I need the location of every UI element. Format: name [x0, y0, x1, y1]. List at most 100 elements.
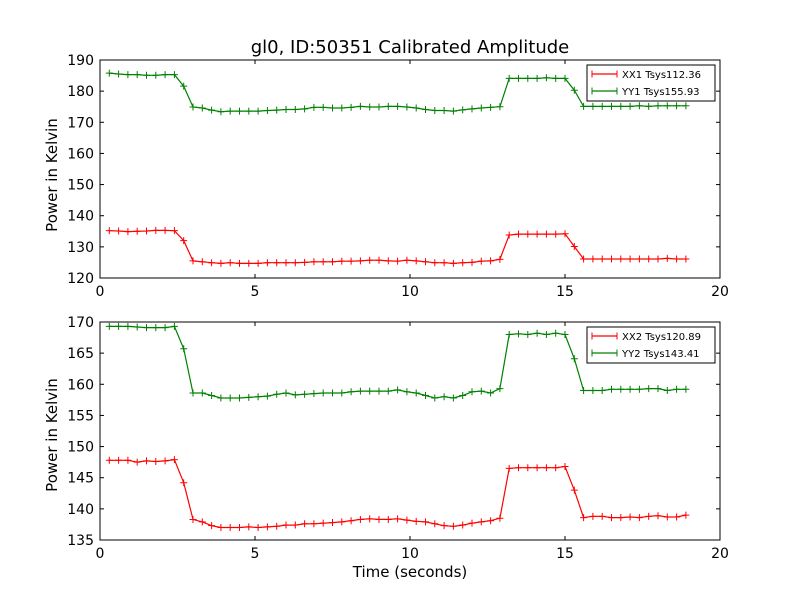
bottom-series-2-point: [198, 389, 206, 397]
bottom-series-2-point: [580, 387, 588, 395]
bottom-series-2-point: [487, 389, 495, 397]
top-series-2-point: [310, 103, 318, 111]
top-series-1-point: [608, 255, 615, 263]
bottom-legend-marker-1: [591, 332, 618, 340]
top-series-2-point: [663, 102, 671, 110]
top-y-tick-label: 140: [67, 209, 94, 225]
top-series-1-point: [459, 259, 467, 267]
bottom-series-1-point: [449, 522, 457, 530]
top-series-2-point: [459, 106, 467, 114]
bottom-series-1-point: [170, 456, 178, 464]
top-series-1-point: [319, 258, 327, 266]
top-series-1-point: [468, 258, 476, 266]
top-series-2-point: [208, 106, 216, 114]
bottom-series-2-point: [161, 324, 169, 332]
bottom-series-2-point: [152, 324, 160, 332]
top-series-2-point: [263, 106, 271, 114]
bottom-series-1-point: [208, 522, 216, 530]
top-series-2-point: [542, 74, 550, 82]
bottom-x-tick-label: 0: [96, 546, 105, 562]
top-series-1-point: [366, 256, 374, 264]
top-series-2-point: [143, 71, 150, 79]
top-series-1-point: [143, 227, 150, 235]
bottom-series-2-point: [105, 322, 113, 330]
top-series-1-point: [170, 227, 178, 235]
bottom-series-1-point: [180, 479, 188, 487]
top-series-1-point: [384, 257, 392, 265]
bottom-series-2-point: [310, 390, 318, 398]
bottom-series-1-point: [198, 518, 206, 526]
top-y-tick-label: 170: [67, 115, 94, 131]
bottom-series-2-point: [561, 330, 569, 338]
bottom-series-2-point: [170, 322, 178, 330]
bottom-series-2-point: [226, 394, 234, 402]
top-series-1-point: [291, 259, 299, 267]
bottom-series-2-point: [468, 388, 476, 396]
top-series-1-point: [496, 255, 504, 263]
bottom-series-2-point: [608, 385, 615, 393]
bottom-series-1-point: [375, 515, 383, 523]
top-series-1-point: [580, 255, 588, 263]
top-y-tick-label: 190: [67, 53, 94, 69]
chart-title: gl0, ID:50351 Calibrated Amplitude: [251, 37, 570, 58]
bottom-legend: [586, 326, 716, 364]
top-y-axis-label: Power in Kelvin: [43, 118, 61, 232]
top-series-1-point: [189, 257, 197, 265]
bottom-series-2-point: [254, 393, 262, 401]
top-series-1-point: [198, 258, 206, 266]
bottom-series-1-point: [552, 464, 560, 472]
top-series-2-point: [580, 102, 588, 110]
bottom-series-1-point: [598, 512, 606, 520]
top-series-2-point: [180, 82, 188, 90]
top-series-2-point: [524, 74, 532, 82]
top-series-2-point: [347, 103, 355, 111]
bottom-series-2-point: [394, 386, 402, 394]
bottom-series-1-point: [356, 515, 364, 523]
bottom-y-tick-label: 170: [67, 315, 94, 331]
bottom-y-tick-label: 150: [67, 440, 94, 456]
top-series-1-point: [533, 230, 541, 238]
bottom-series-1-point: [542, 464, 550, 472]
bottom-series-1-point: [635, 514, 643, 522]
bottom-series-1-point: [487, 517, 495, 525]
bottom-series-1-point: [496, 514, 504, 522]
top-series-1-point: [254, 259, 262, 267]
bottom-series-1-point: [524, 464, 532, 472]
bottom-series-1-point: [626, 513, 634, 521]
top-series-2-point: [356, 102, 364, 110]
top-series-2-point: [273, 106, 281, 114]
top-series-2-point: [115, 70, 123, 78]
bottom-series-2-point: [263, 392, 271, 400]
top-series-1-point: [273, 259, 281, 267]
top-series-1-point: [301, 258, 309, 266]
bottom-series-2-point: [282, 389, 290, 397]
top-series-2-point: [170, 71, 178, 79]
top-series-1-point: [673, 255, 681, 263]
top-series-1-point: [505, 231, 513, 239]
bottom-series-1-point: [226, 524, 234, 532]
top-series-1-point: [338, 257, 346, 265]
bottom-series-1-point: [115, 456, 123, 464]
bottom-series-1-point: [310, 520, 318, 528]
bottom-series-1-point: [608, 514, 615, 522]
bottom-plot: 0 5 10 15 20 135 140 145 150 155 160 165 170 XX2 Tsys…: [67, 315, 729, 562]
top-series-1-point: [236, 259, 243, 267]
top-series-2-point: [133, 71, 141, 79]
bottom-series-1-point: [291, 521, 299, 529]
top-series-2-point: [189, 103, 197, 111]
top-series-2-point: [152, 71, 160, 79]
bottom-series-1-point: [152, 458, 160, 466]
bottom-series-1-point: [515, 464, 522, 472]
top-legend-marker-1: [591, 70, 618, 78]
bottom-x-tick-label: 10: [401, 546, 419, 562]
bottom-series-2-point: [189, 389, 197, 397]
top-series-1-point: [477, 257, 485, 265]
bottom-series-1-point: [468, 519, 476, 527]
top-series-2-point: [329, 104, 336, 112]
bottom-series-1-point: [570, 486, 578, 494]
bottom-y-tick-label: 165: [67, 346, 94, 362]
bottom-series-1-point: [384, 515, 392, 523]
top-legend: [586, 64, 716, 102]
top-series-2-point: [198, 104, 206, 112]
